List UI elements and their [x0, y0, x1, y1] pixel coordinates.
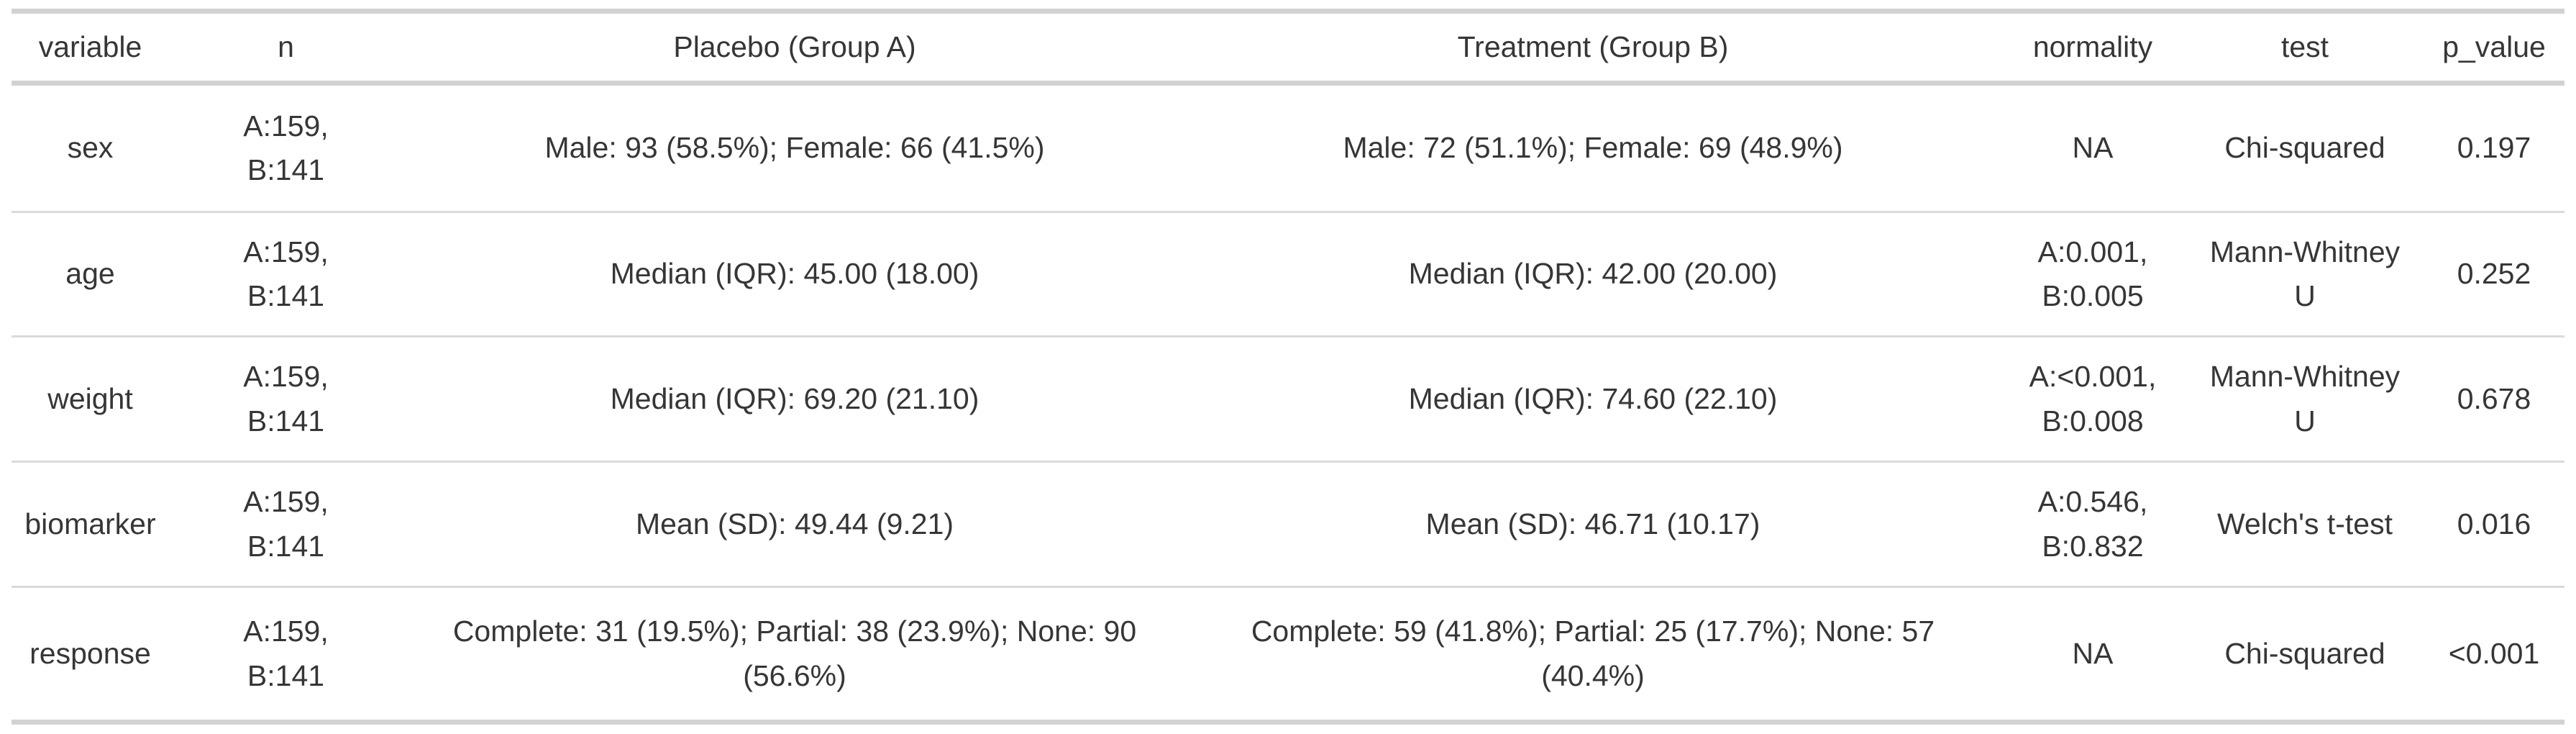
column-header-treatment: Treatment (Group B) [1187, 11, 1999, 86]
cell-variable: weight [12, 335, 169, 462]
table-row: biomarker A:159, B:141 Mean (SD): 49.44 … [12, 461, 2564, 587]
cell-test: Chi-squared [2224, 131, 2385, 165]
cell-treatment: Complete: 59 (41.8%); Partial: 25 (17.7%… [1187, 586, 1999, 722]
column-header-test: test [2186, 11, 2424, 86]
cell-test: Welch's t-test [2186, 461, 2424, 587]
cell-n: A:159, B:141 [243, 109, 329, 187]
cell-normality: NA [2072, 131, 2114, 165]
table-row: age A:159, B:141 Median (IQR): 45.00 (18… [12, 211, 2564, 337]
cell-variable: age [12, 211, 169, 337]
cell-treatment: Median (IQR): 42.00 (20.00) [1187, 211, 1999, 337]
column-header-p-value: p_value [2424, 11, 2564, 86]
cell-placebo: Complete: 31 (19.5%); Partial: 38 (23.9%… [403, 586, 1187, 722]
cell-normality: A:0.001, B:0.005 [1999, 211, 2186, 337]
header-row: variable n Placebo (Group A) Treatment (… [12, 11, 2564, 86]
column-header-n: n [169, 11, 403, 86]
cell-treatment: Mean (SD): 46.71 (10.17) [1187, 461, 1999, 587]
cell-p-value: 0.678 [2424, 335, 2564, 462]
column-header-variable: variable [12, 11, 169, 86]
cell-p-value: 0.252 [2424, 211, 2564, 337]
table-body: sex A:159, B:141 Male: 93 (58.5%); Femal… [12, 83, 2564, 722]
table-row: response A:159, B:141 Complete: 31 (19.5… [12, 586, 2564, 722]
column-header-normality: normality [1999, 11, 2186, 86]
cell-variable: biomarker [12, 461, 169, 587]
cell-treatment: Median (IQR): 74.60 (22.10) [1187, 335, 1999, 462]
cell-p-value: 0.016 [2424, 461, 2564, 587]
cell-p-value: <0.001 [2424, 586, 2564, 722]
table-header: variable n Placebo (Group A) Treatment (… [12, 11, 2564, 86]
cell-normality: NA [1999, 586, 2186, 722]
cell-n: A:159, B:141 [169, 461, 403, 587]
cell-test: Mann-Whitney U [2186, 211, 2424, 337]
table-row: weight A:159, B:141 Median (IQR): 69.20 … [12, 335, 2564, 462]
cell-normality: A:<0.001, B:0.008 [1999, 335, 2186, 462]
cell-treatment: Male: 72 (51.1%); Female: 69 (48.9%) [1343, 131, 1843, 165]
cell-normality: A:0.546, B:0.832 [1999, 461, 2186, 587]
cell-n: A:159, B:141 [169, 335, 403, 462]
cell-variable: response [12, 586, 169, 722]
summary-table: variable n Placebo (Group A) Treatment (… [12, 9, 2564, 725]
cell-placebo: Median (IQR): 69.20 (21.10) [403, 335, 1187, 462]
cell-placebo: Male: 93 (58.5%); Female: 66 (41.5%) [544, 131, 1045, 165]
cell-n: A:159, B:141 [169, 211, 403, 337]
cell-placebo: Median (IQR): 45.00 (18.00) [403, 211, 1187, 337]
cell-n: A:159, B:141 [169, 586, 403, 722]
table-row: sex A:159, B:141 Male: 93 (58.5%); Femal… [12, 83, 2564, 212]
cell-p-value: 0.197 [2457, 131, 2531, 165]
cell-variable: sex [67, 131, 114, 165]
cell-test: Mann-Whitney U [2186, 335, 2424, 462]
column-header-placebo: Placebo (Group A) [403, 11, 1187, 86]
cell-test: Chi-squared [2186, 586, 2424, 722]
cell-placebo: Mean (SD): 49.44 (9.21) [403, 461, 1187, 587]
